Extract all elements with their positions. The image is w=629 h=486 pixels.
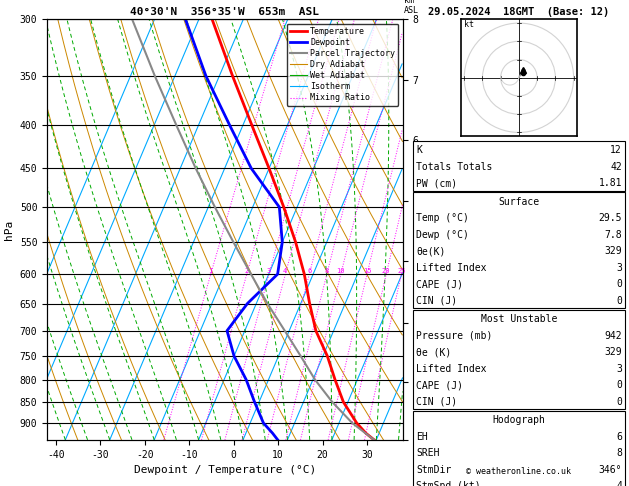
Text: 2: 2 (245, 268, 248, 274)
Text: Temp (°C): Temp (°C) (416, 213, 469, 223)
Text: Lifted Index: Lifted Index (416, 262, 487, 273)
Text: 10: 10 (337, 268, 345, 274)
Text: SREH: SREH (416, 448, 440, 458)
Text: 15: 15 (363, 268, 371, 274)
Text: © weatheronline.co.uk: © weatheronline.co.uk (467, 467, 571, 476)
Y-axis label: Mixing Ratio (g/kg): Mixing Ratio (g/kg) (464, 174, 474, 285)
Text: 42: 42 (610, 161, 622, 172)
Text: 942: 942 (604, 330, 622, 341)
Text: 4: 4 (616, 481, 622, 486)
Text: CAPE (J): CAPE (J) (416, 279, 464, 289)
Text: 7.8: 7.8 (604, 229, 622, 240)
Text: θe (K): θe (K) (416, 347, 452, 357)
Text: K: K (416, 145, 422, 155)
Text: 6: 6 (616, 432, 622, 442)
Text: Dewp (°C): Dewp (°C) (416, 229, 469, 240)
Text: Hodograph: Hodograph (493, 415, 545, 425)
Text: CIN (J): CIN (J) (416, 397, 457, 407)
Text: Lifted Index: Lifted Index (416, 364, 487, 374)
Text: 329: 329 (604, 246, 622, 256)
Text: 6: 6 (307, 268, 311, 274)
Text: Totals Totals: Totals Totals (416, 161, 493, 172)
Text: 3: 3 (267, 268, 271, 274)
Text: 346°: 346° (599, 465, 622, 475)
Text: 1: 1 (209, 268, 213, 274)
Text: 0: 0 (616, 279, 622, 289)
Legend: Temperature, Dewpoint, Parcel Trajectory, Dry Adiabat, Wet Adiabat, Isotherm, Mi: Temperature, Dewpoint, Parcel Trajectory… (287, 24, 398, 106)
Text: CIN (J): CIN (J) (416, 295, 457, 306)
Text: 329: 329 (604, 347, 622, 357)
Text: 4: 4 (283, 268, 287, 274)
Text: km
ASL: km ASL (404, 0, 419, 15)
Text: Pressure (mb): Pressure (mb) (416, 330, 493, 341)
Text: kt: kt (464, 20, 474, 29)
Text: 8: 8 (616, 448, 622, 458)
Text: 29.05.2024  18GMT  (Base: 12): 29.05.2024 18GMT (Base: 12) (428, 7, 610, 17)
Text: CAPE (J): CAPE (J) (416, 380, 464, 390)
Y-axis label: hPa: hPa (4, 220, 14, 240)
Text: 29.5: 29.5 (599, 213, 622, 223)
Text: Surface: Surface (498, 196, 540, 207)
Text: 1.81: 1.81 (599, 178, 622, 188)
Text: 0: 0 (616, 295, 622, 306)
Text: Most Unstable: Most Unstable (481, 314, 557, 324)
Title: 40°30'N  356°35'W  653m  ASL: 40°30'N 356°35'W 653m ASL (130, 7, 320, 17)
Text: StmSpd (kt): StmSpd (kt) (416, 481, 481, 486)
Text: 0: 0 (616, 397, 622, 407)
Text: PW (cm): PW (cm) (416, 178, 457, 188)
Text: 3: 3 (616, 364, 622, 374)
Text: 20: 20 (382, 268, 391, 274)
Text: 0: 0 (616, 380, 622, 390)
Text: EH: EH (416, 432, 428, 442)
Text: 25: 25 (397, 268, 406, 274)
Text: 12: 12 (610, 145, 622, 155)
Text: StmDir: StmDir (416, 465, 452, 475)
X-axis label: Dewpoint / Temperature (°C): Dewpoint / Temperature (°C) (134, 465, 316, 475)
Text: 8: 8 (325, 268, 329, 274)
Text: θe(K): θe(K) (416, 246, 446, 256)
Text: 3: 3 (616, 262, 622, 273)
